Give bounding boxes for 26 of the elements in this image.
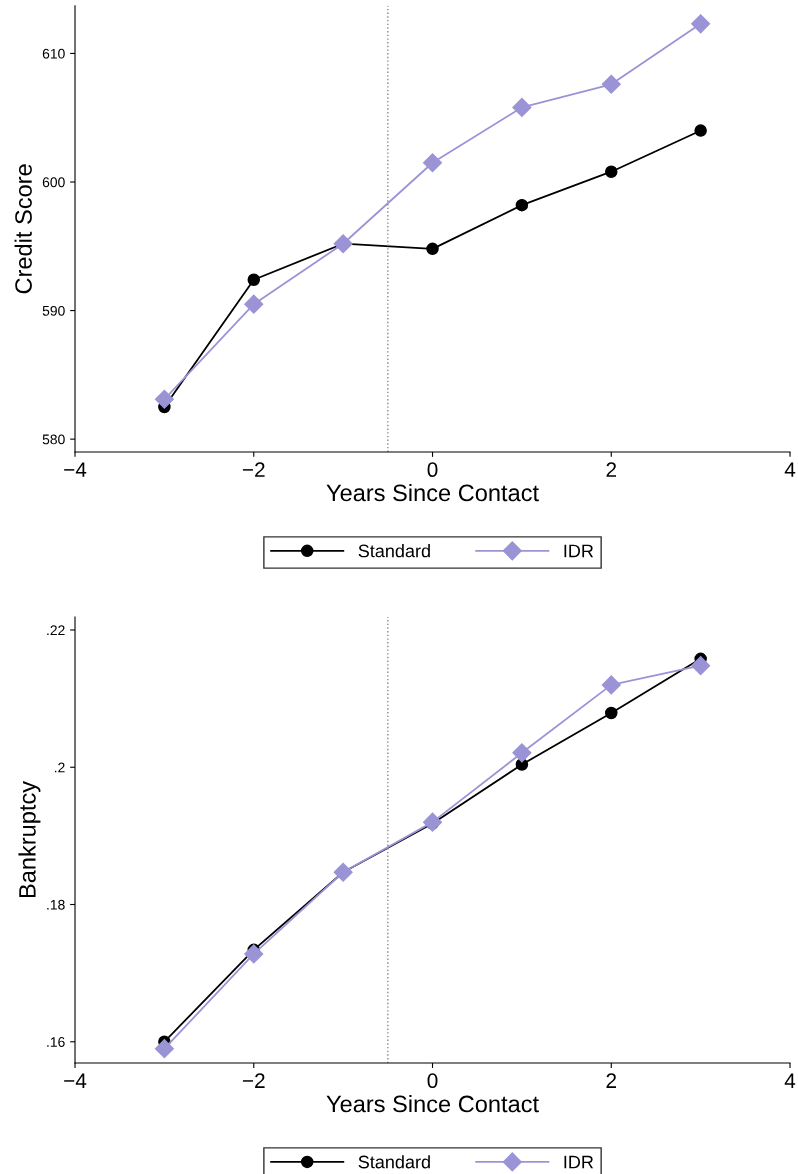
legend-label: Standard (358, 544, 430, 558)
y-tick-label: 610 (42, 48, 65, 59)
x-tick-label: 0 (427, 462, 438, 478)
y-tick-label: 590 (42, 305, 65, 316)
x-tick-label: 4 (784, 462, 796, 477)
y-axis-title: Credit Score (14, 164, 32, 294)
x-axis-title: Years Since Contact (326, 1094, 539, 1113)
y-tick-label: 600 (42, 177, 65, 188)
y-tick-label: .2 (54, 762, 65, 773)
x-tick-label: 2 (606, 1073, 617, 1088)
x-tick-label: 2 (606, 462, 617, 477)
x-tick-label: 0 (427, 1073, 438, 1089)
legend-label: IDR (564, 544, 594, 558)
x-tick-label: −2 (242, 462, 265, 477)
x-tick-label: −4 (64, 462, 87, 477)
y-tick-label: .22 (47, 625, 65, 636)
x-tick-label: −4 (64, 1073, 87, 1088)
y-tick-label: .16 (47, 1037, 65, 1047)
legend-label: IDR (564, 1155, 594, 1169)
x-tick-label: 4 (784, 1073, 796, 1088)
y-tick-label: .18 (47, 899, 65, 910)
x-axis-title: Years Since Contact (326, 483, 539, 502)
y-axis-title: Bankruptcy (18, 780, 41, 898)
legend-label: Standard (358, 1155, 430, 1169)
x-tick-label: −2 (242, 1073, 265, 1088)
y-tick-label: 580 (42, 434, 65, 445)
